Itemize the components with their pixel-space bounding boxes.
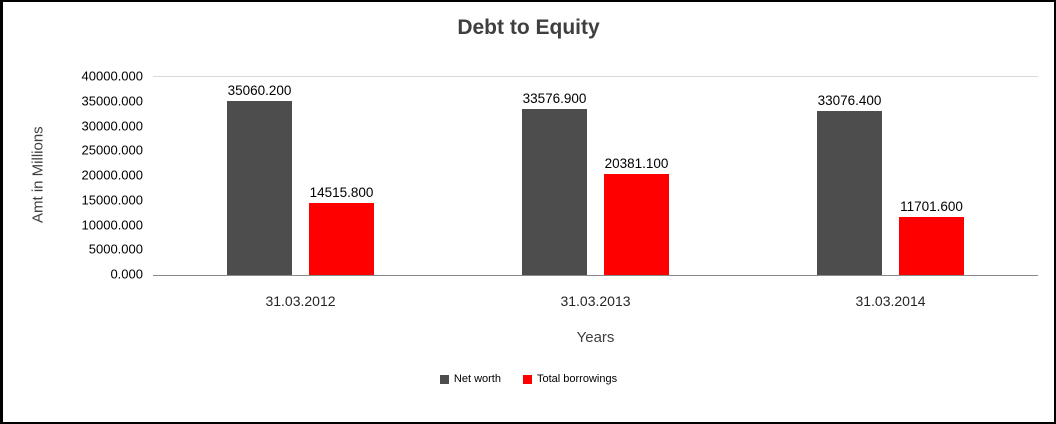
y-tick-label: 25000.000 bbox=[81, 142, 143, 158]
bar-data-label: 35060.200 bbox=[227, 83, 292, 99]
bar-group: 33576.900 20381.100 bbox=[522, 77, 669, 275]
bar-net-worth: 35060.200 bbox=[227, 83, 292, 275]
legend: Net worth Total borrowings bbox=[3, 373, 1054, 385]
legend-swatch-icon bbox=[439, 374, 449, 384]
legend-label: Net worth bbox=[453, 373, 501, 385]
x-category-label: 31.03.2014 bbox=[855, 293, 926, 309]
y-tick-label: 40000.000 bbox=[81, 68, 143, 84]
legend-item-net-worth: Net worth bbox=[439, 373, 501, 385]
chart-title: Debt to Equity bbox=[457, 16, 600, 39]
bar-data-label: 20381.100 bbox=[604, 156, 669, 172]
y-tick-label: 30000.000 bbox=[81, 118, 143, 133]
bar-group: 33076.400 11701.600 bbox=[817, 77, 964, 275]
plot-area: 35060.200 14515.800 33576.900 20381.100 3307… bbox=[153, 76, 1038, 276]
bar-data-label: 33076.400 bbox=[817, 93, 882, 109]
y-tick-label: 5000.000 bbox=[88, 241, 143, 257]
plot-column: 35060.200 14515.800 33576.900 20381.100 3307… bbox=[153, 76, 1038, 346]
y-tick-label: 0.000 bbox=[110, 266, 143, 282]
legend-label: Total borrowings bbox=[536, 373, 618, 385]
bar-net-worth: 33576.900 bbox=[522, 91, 587, 275]
x-axis-title: Years bbox=[576, 329, 615, 346]
y-tick-label: 15000.000 bbox=[81, 192, 143, 208]
y-axis-ticks: 40000.000 35000.000 30000.000 25000.000 2000… bbox=[51, 69, 143, 282]
bar-data-label: 11701.600 bbox=[900, 199, 963, 215]
x-category-label: 31.03.2013 bbox=[560, 293, 631, 309]
bar-data-label: 33576.900 bbox=[522, 90, 587, 106]
legend-swatch-icon bbox=[522, 374, 532, 384]
chart-body: Amt in Millions 40000.000 35000.000 30000.… bbox=[3, 69, 1054, 346]
y-tick-label: 35000.000 bbox=[81, 93, 143, 109]
bar-group: 35060.200 14515.800 bbox=[227, 77, 374, 275]
bar-total-borrowings: 11701.600 bbox=[899, 199, 964, 275]
bar-total-borrowings: 20381.100 bbox=[604, 156, 669, 275]
legend-item-total-borrowings: Total borrowings bbox=[522, 373, 618, 385]
x-category-label: 31.03.2012 bbox=[265, 293, 336, 309]
y-tick-label: 10000.000 bbox=[81, 217, 143, 232]
bar-net-worth: 33076.400 bbox=[817, 93, 882, 275]
y-tick-label: 20000.000 bbox=[81, 167, 143, 183]
bar-data-label: 14515.800 bbox=[309, 185, 374, 201]
y-axis-title: Amt in Millions bbox=[29, 126, 47, 224]
x-axis-categories: 31.03.2012 31.03.2013 31.03.2014 bbox=[153, 276, 1038, 309]
bar-total-borrowings: 14515.800 bbox=[309, 185, 374, 275]
